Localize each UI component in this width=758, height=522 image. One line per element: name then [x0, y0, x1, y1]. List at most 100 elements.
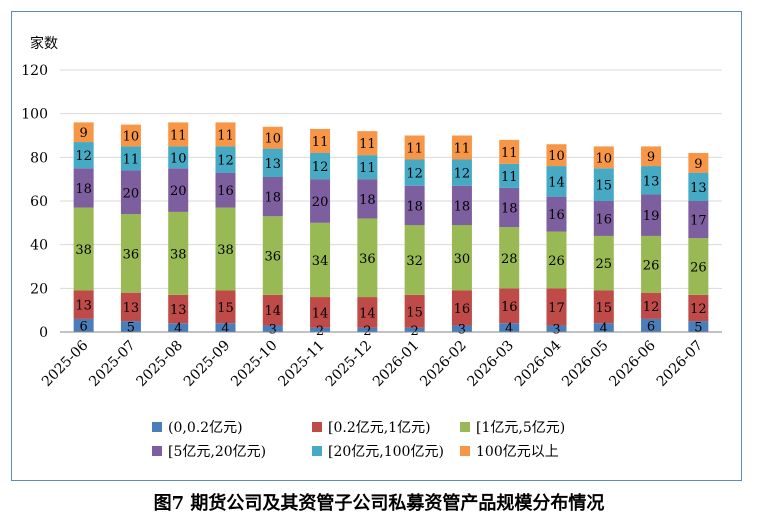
bar-segment: [404, 225, 425, 295]
x-tick-label: 2026-02: [417, 338, 469, 390]
data-label: 4: [505, 322, 513, 337]
data-label: 38: [217, 243, 234, 258]
bar-segment: [73, 142, 94, 169]
data-label: 32: [406, 254, 423, 269]
legend-swatch: [312, 446, 322, 456]
bar-segment: [357, 297, 378, 328]
data-label: 16: [454, 302, 471, 317]
bar-segment: [499, 187, 520, 228]
data-label: 13: [643, 174, 660, 189]
bar-segment: [168, 168, 189, 212]
bar-segment: [641, 292, 662, 319]
x-tick-label: 2026-03: [465, 338, 517, 390]
legend-label: (0,0.2亿元): [168, 420, 243, 436]
bar-segment: [262, 148, 283, 177]
data-label: 19: [643, 209, 660, 224]
bar-segment: [120, 292, 141, 322]
data-label: 2: [316, 324, 324, 339]
bars: [73, 122, 709, 332]
data-label: 4: [221, 322, 229, 337]
data-label: 3: [552, 323, 560, 338]
y-tick-label: 80: [30, 150, 48, 166]
data-label: 14: [265, 304, 282, 319]
bar-segment: [451, 290, 472, 326]
bar-segment: [168, 122, 189, 147]
y-axis-title: 家数: [30, 35, 58, 52]
data-label: 12: [312, 160, 329, 175]
data-label: 12: [75, 149, 92, 164]
data-label: 3: [269, 323, 277, 338]
bar-segment: [404, 185, 425, 226]
bar-segment: [73, 318, 94, 332]
bar-segment: [357, 179, 378, 219]
x-tick-label: 2025-11: [275, 338, 327, 390]
bar-segment: [357, 155, 378, 180]
data-label: 10: [548, 149, 565, 164]
data-label: 15: [596, 301, 613, 316]
x-tick-label: 2025-08: [134, 338, 186, 390]
bar-segment: [215, 146, 236, 173]
bar-segment: [404, 159, 425, 186]
bar-segment: [120, 321, 141, 332]
data-label: 11: [312, 135, 329, 150]
bar-segment: [593, 168, 614, 201]
data-label: 25: [596, 257, 613, 272]
bar-segment: [499, 163, 520, 188]
data-label: 30: [454, 252, 471, 267]
legend-label: 100亿元以上: [476, 444, 559, 460]
bar-segment: [310, 179, 331, 223]
data-labels: 6133818129513362011104133820101141538161…: [75, 126, 706, 339]
legend-swatch: [312, 422, 322, 432]
data-label: 9: [647, 150, 655, 165]
data-label: 38: [75, 243, 92, 258]
bar-segment: [641, 166, 662, 195]
data-label: 38: [170, 247, 187, 262]
bar-segment: [120, 124, 141, 147]
bar-segment: [357, 327, 378, 332]
x-tick-label: 2025-12: [323, 338, 375, 390]
bar-segment: [262, 216, 283, 295]
bar-segment: [262, 126, 283, 149]
bar-segment: [357, 218, 378, 298]
legend-swatch: [460, 422, 470, 432]
bar-segment: [168, 323, 189, 332]
bar-segment: [499, 323, 520, 332]
bar-segment: [546, 166, 567, 197]
legend: (0,0.2亿元) [0.2亿元,1亿元) [1亿元,5亿元) [5亿元,20亿元) […: [152, 420, 565, 460]
legend-label: [1亿元,5亿元): [476, 420, 565, 436]
x-tick-label: 2026-07: [654, 338, 706, 390]
bar-segment: [168, 294, 189, 324]
bar-segment: [404, 294, 425, 328]
data-label: 18: [406, 199, 423, 214]
data-label: 15: [596, 179, 613, 194]
data-label: 5: [127, 321, 135, 336]
data-label: 2: [411, 324, 419, 339]
data-label: 20: [312, 195, 329, 210]
data-label: 11: [123, 152, 140, 167]
bar-segment: [215, 323, 236, 332]
bar-segment: [310, 297, 331, 328]
figure-caption: 图7 期货公司及其资管子公司私募资管产品规模分布情况: [153, 493, 605, 514]
data-label: 13: [265, 157, 282, 172]
bar-segment: [404, 327, 425, 332]
bar-segment: [120, 170, 141, 215]
legend-swatch: [460, 446, 470, 456]
legend-swatch: [152, 446, 162, 456]
bar-segment: [73, 168, 94, 208]
bar-segment: [641, 146, 662, 167]
bar-segment: [688, 238, 709, 295]
bar-segment: [357, 131, 378, 156]
data-label: 14: [312, 306, 329, 321]
y-tick-label: 20: [30, 281, 48, 297]
bar-segment: [451, 159, 472, 186]
bar-segment: [641, 194, 662, 236]
y-tick-label: 0: [39, 325, 48, 341]
x-tick-label: 2026-01: [370, 338, 422, 390]
bar-segment: [499, 139, 520, 164]
data-label: 36: [123, 247, 140, 262]
data-label: 18: [75, 182, 92, 197]
bar-segment: [310, 222, 331, 298]
y-tick-label: 40: [30, 238, 48, 254]
data-label: 26: [643, 258, 660, 273]
data-label: 14: [548, 175, 565, 190]
